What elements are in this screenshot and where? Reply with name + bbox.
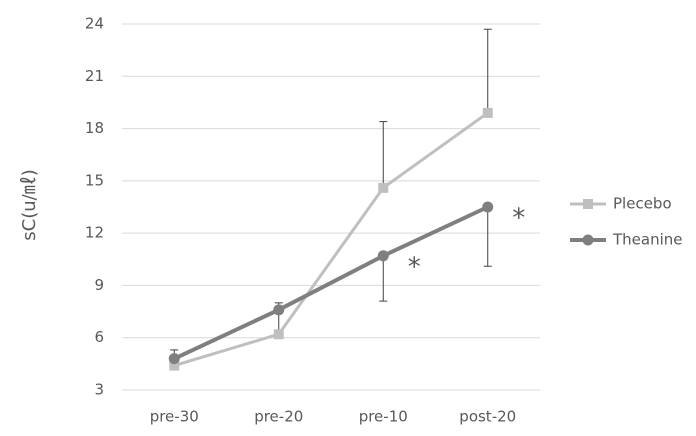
data-point bbox=[378, 182, 389, 193]
y-tick-label: 12 bbox=[85, 224, 104, 242]
y-axis-label: sC(u/㎖) bbox=[19, 169, 40, 240]
y-tick-label: 24 bbox=[85, 15, 104, 33]
series-line bbox=[173, 111, 489, 368]
y-tick-label: 3 bbox=[94, 381, 104, 399]
data-point bbox=[273, 304, 285, 316]
y-tick-label: 6 bbox=[94, 328, 104, 346]
data-point bbox=[377, 250, 389, 262]
x-tick-label: pre-20 bbox=[254, 408, 303, 426]
y-tick-label: 21 bbox=[85, 67, 104, 85]
data-point bbox=[169, 360, 180, 371]
legend-marker bbox=[583, 199, 593, 209]
y-tick-label: 9 bbox=[94, 276, 104, 294]
annotation: * bbox=[408, 252, 421, 282]
legend-marker bbox=[582, 234, 594, 246]
y-tick-label: 18 bbox=[85, 119, 104, 137]
error-bar bbox=[379, 255, 388, 302]
data-point bbox=[273, 329, 284, 340]
x-tick-label: pre-30 bbox=[150, 408, 199, 426]
series-line bbox=[173, 205, 489, 361]
x-tick-label: post-20 bbox=[459, 408, 516, 426]
x-tick-label: pre-10 bbox=[359, 408, 408, 426]
error-bar bbox=[483, 28, 492, 113]
error-bar bbox=[483, 207, 492, 267]
annotation: * bbox=[512, 204, 525, 234]
data-point bbox=[482, 201, 494, 213]
data-point bbox=[168, 353, 180, 365]
legend-label: Plecebo bbox=[613, 195, 672, 213]
data-point bbox=[482, 107, 493, 118]
error-bar bbox=[379, 121, 388, 188]
y-tick-label: 15 bbox=[85, 171, 104, 189]
legend-label: Theanine bbox=[612, 231, 683, 249]
